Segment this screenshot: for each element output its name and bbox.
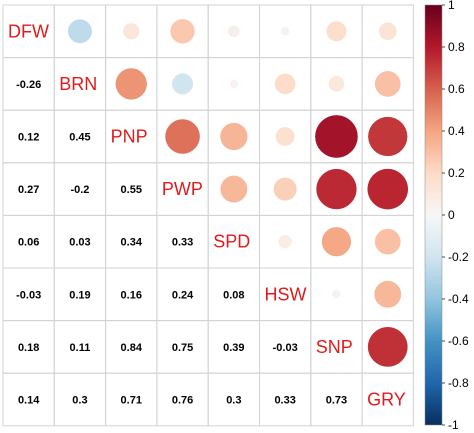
coefficient-label: 0.71	[121, 395, 142, 407]
cell-grid	[2, 4, 414, 427]
correlation-circles	[67, 19, 409, 367]
correlation-circle	[123, 23, 140, 40]
colorbar-tick-label: 0.6	[448, 82, 465, 96]
colorbar-tick-label: 0.2	[448, 166, 465, 180]
variable-label-spd: SPD	[213, 232, 250, 252]
correlation-circle	[275, 127, 295, 146]
correlation-circle	[316, 168, 357, 210]
correlation-circle	[374, 228, 401, 255]
variable-label-pwp: PWP	[162, 179, 203, 199]
correlation-circle	[170, 19, 195, 44]
colorbar-tick-label: -0.2	[448, 250, 469, 264]
coefficient-label: 0.39	[223, 342, 244, 354]
correlation-circle	[374, 280, 402, 308]
correlation-coefficients: -0.26 0.12 0.45 0.27 -0.2 0.55 0.06 0.03 0.34 0.3…	[16, 79, 347, 407]
coefficient-label: -0.03	[16, 289, 41, 301]
coefficient-label: 0.33	[274, 395, 295, 407]
coefficient-label: -0.03	[273, 342, 298, 354]
coefficient-label: 0.27	[18, 184, 39, 196]
colorbar-tick-label: 0.4	[448, 124, 465, 138]
coefficient-label: 0.33	[172, 237, 193, 249]
colorbar-tick-label: 0	[448, 208, 455, 222]
variable-label-pnp: PNP	[111, 127, 148, 147]
correlation-circle	[67, 19, 92, 44]
variable-label-dfw: DFW	[8, 21, 49, 41]
coefficient-label: 0.11	[70, 342, 91, 354]
variable-label-gry: GRY	[367, 390, 406, 410]
variable-label-snp: SNP	[316, 337, 353, 357]
coefficient-label: -0.26	[16, 79, 41, 91]
correlation-circle	[274, 73, 296, 95]
correlation-circle	[220, 122, 248, 151]
coefficient-label: -0.2	[70, 184, 89, 196]
variable-labels: DFW BRN PNP PWP SPD HSW SNP GRY	[8, 21, 406, 409]
correlation-circle	[165, 119, 200, 154]
coefficient-label: 0.24	[172, 289, 194, 301]
colorbar-gradient	[424, 4, 443, 426]
colorbar-tick-label: 0.8	[448, 40, 465, 54]
coefficient-label: 0.12	[18, 132, 39, 144]
coefficient-label: 0.19	[69, 289, 90, 301]
correlation-circle	[172, 73, 194, 95]
correlation-circle	[227, 25, 240, 38]
coefficient-label: 0.34	[121, 237, 143, 249]
colorbar-tick-label: -0.8	[448, 376, 469, 390]
colorbar-tick-label: 1	[448, 0, 455, 12]
correlation-circle	[220, 175, 248, 203]
coefficient-label: 0.73	[326, 395, 347, 407]
correlation-circle	[115, 68, 147, 100]
grid-cell	[361, 372, 414, 427]
variable-label-brn: BRN	[59, 74, 97, 94]
correlation-circle	[328, 76, 345, 92]
coefficient-label: 0.45	[69, 132, 90, 144]
correlation-circle	[321, 227, 352, 257]
coefficient-label: 0.14	[18, 395, 40, 407]
colorbar-tick-label: -1	[448, 418, 459, 432]
colorbar-legend: 1 0.8 0.6 0.4 0.2 0 -0.2 -0.4 -0.6 -0.8 -1	[424, 0, 469, 432]
coefficient-label: 0.3	[226, 395, 241, 407]
correlation-circle	[315, 115, 358, 158]
correlation-circle	[367, 168, 409, 210]
coefficient-label: 0.03	[69, 237, 90, 249]
correlation-circle	[273, 177, 297, 201]
correlation-circle	[368, 116, 408, 157]
coefficient-label: 0.76	[172, 395, 193, 407]
coefficient-label: 0.18	[18, 342, 39, 354]
correlation-circle	[367, 326, 408, 367]
correlation-circle	[374, 71, 401, 97]
correlation-circle	[229, 79, 239, 89]
coefficient-label: 0.16	[121, 289, 142, 301]
coefficient-label: 0.3	[72, 395, 87, 407]
coefficient-label: 0.75	[172, 342, 193, 354]
correlation-circle	[278, 234, 292, 249]
coefficient-label: 0.55	[121, 184, 142, 196]
correlation-circle	[332, 290, 341, 299]
correlation-circle	[326, 21, 347, 42]
colorbar-tick-label: -0.4	[448, 292, 469, 306]
coefficient-label: 0.08	[223, 289, 244, 301]
correlation-circle	[378, 22, 397, 41]
colorbar-tick-label: -0.6	[448, 334, 469, 348]
coefficient-label: 0.06	[18, 237, 39, 249]
variable-label-hsw: HSW	[265, 284, 307, 304]
correlation-circle	[280, 27, 290, 36]
coefficient-label: 0.84	[121, 342, 143, 354]
